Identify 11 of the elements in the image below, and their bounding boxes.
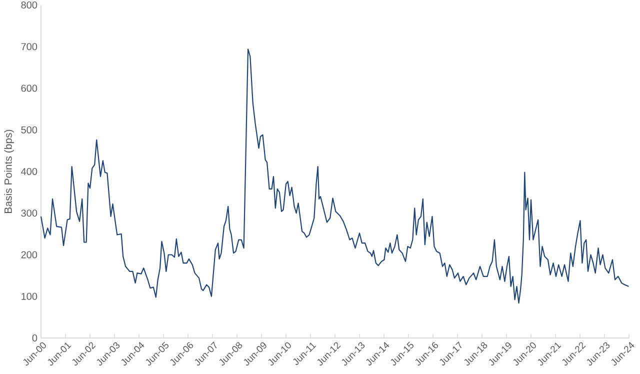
- line-series: [40, 48, 630, 304]
- y-tick-label: 200: [21, 251, 38, 258]
- y-axis-title: Basis Points (bps): [4, 130, 14, 213]
- y-tick-label: 500: [21, 126, 38, 134]
- y-tick-label: 800: [21, 1, 38, 9]
- y-tick-label: 400: [21, 168, 38, 176]
- y-tick-label: 600: [21, 84, 38, 92]
- y-tick-label: 100: [22, 292, 38, 300]
- y-tick-label: 700: [21, 43, 38, 50]
- y-tick-label: 0: [32, 334, 38, 342]
- y-tick-label: 300: [21, 210, 38, 217]
